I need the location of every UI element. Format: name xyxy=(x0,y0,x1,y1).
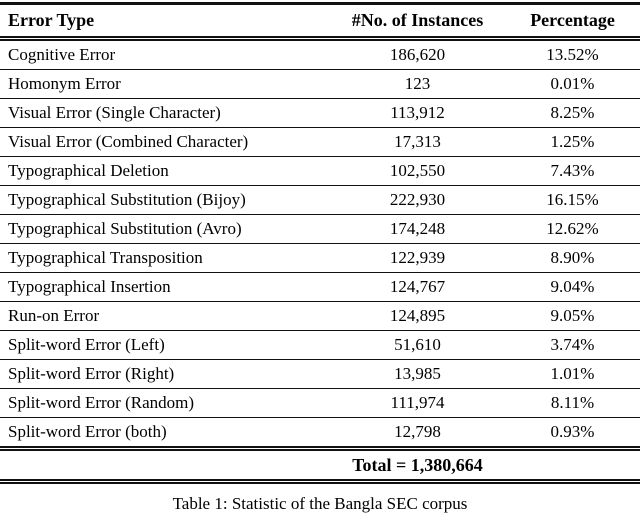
column-header-percentage: Percentage xyxy=(505,3,640,41)
total-value: Total = 1,380,664 xyxy=(330,448,505,484)
table-row: Split-word Error (Left) 51,610 3.74% xyxy=(0,330,640,360)
percentage-cell: 0.93% xyxy=(505,417,640,451)
instances-cell: 124,895 xyxy=(330,301,505,331)
error-type-cell: Split-word Error (both) xyxy=(0,417,330,451)
total-row: Total = 1,380,664 xyxy=(0,448,640,484)
error-type-cell: Split-word Error (Left) xyxy=(0,330,330,360)
percentage-cell: 12.62% xyxy=(505,214,640,244)
instances-cell: 124,767 xyxy=(330,272,505,302)
percentage-cell: 8.25% xyxy=(505,98,640,128)
table-row: Homonym Error 123 0.01% xyxy=(0,69,640,99)
instances-cell: 102,550 xyxy=(330,156,505,186)
percentage-cell: 0.01% xyxy=(505,69,640,99)
error-type-cell: Typographical Substitution (Avro) xyxy=(0,214,330,244)
percentage-cell: 1.01% xyxy=(505,359,640,389)
instances-cell: 51,610 xyxy=(330,330,505,360)
table-row: Run-on Error 124,895 9.05% xyxy=(0,301,640,331)
total-spacer-left xyxy=(0,448,330,484)
instances-cell: 174,248 xyxy=(330,214,505,244)
error-type-cell: Cognitive Error xyxy=(0,38,330,70)
error-type-cell: Typographical Deletion xyxy=(0,156,330,186)
column-header-instances: #No. of Instances xyxy=(330,3,505,41)
percentage-cell: 3.74% xyxy=(505,330,640,360)
table-row: Typographical Deletion 102,550 7.43% xyxy=(0,156,640,186)
percentage-cell: 13.52% xyxy=(505,38,640,70)
table-row: Split-word Error (Random) 111,974 8.11% xyxy=(0,388,640,418)
percentage-cell: 9.04% xyxy=(505,272,640,302)
table-row: Split-word Error (both) 12,798 0.93% xyxy=(0,417,640,451)
table-caption: Table 1: Statistic of the Bangla SEC cor… xyxy=(172,494,468,513)
error-type-cell: Homonym Error xyxy=(0,69,330,99)
instances-cell: 186,620 xyxy=(330,38,505,70)
percentage-cell: 8.90% xyxy=(505,243,640,273)
table-row: Visual Error (Single Character) 113,912 … xyxy=(0,98,640,128)
error-statistics-table: Error Type #No. of Instances Percentage … xyxy=(0,2,640,484)
instances-cell: 13,985 xyxy=(330,359,505,389)
header-row: Error Type #No. of Instances Percentage xyxy=(0,3,640,41)
error-type-cell: Typographical Insertion xyxy=(0,272,330,302)
percentage-cell: 1.25% xyxy=(505,127,640,157)
error-type-cell: Visual Error (Single Character) xyxy=(0,98,330,128)
error-type-cell: Split-word Error (Random) xyxy=(0,388,330,418)
table-row: Typographical Insertion 124,767 9.04% xyxy=(0,272,640,302)
percentage-cell: 16.15% xyxy=(505,185,640,215)
error-type-cell: Typographical Transposition xyxy=(0,243,330,273)
table-row: Typographical Substitution (Avro) 174,24… xyxy=(0,214,640,244)
instances-cell: 123 xyxy=(330,69,505,99)
column-header-error-type: Error Type xyxy=(0,3,330,41)
error-type-cell: Split-word Error (Right) xyxy=(0,359,330,389)
error-type-cell: Typographical Substitution (Bijoy) xyxy=(0,185,330,215)
instances-cell: 17,313 xyxy=(330,127,505,157)
table-body: Cognitive Error 186,620 13.52% Homonym E… xyxy=(0,38,640,484)
table-header: Error Type #No. of Instances Percentage xyxy=(0,3,640,41)
percentage-cell: 8.11% xyxy=(505,388,640,418)
table-row: Split-word Error (Right) 13,985 1.01% xyxy=(0,359,640,389)
table-row: Typographical Transposition 122,939 8.90… xyxy=(0,243,640,273)
table-row: Typographical Substitution (Bijoy) 222,9… xyxy=(0,185,640,215)
instances-cell: 122,939 xyxy=(330,243,505,273)
error-type-cell: Visual Error (Combined Character) xyxy=(0,127,330,157)
error-type-cell: Run-on Error xyxy=(0,301,330,331)
instances-cell: 111,974 xyxy=(330,388,505,418)
percentage-cell: 9.05% xyxy=(505,301,640,331)
table-row: Visual Error (Combined Character) 17,313… xyxy=(0,127,640,157)
percentage-cell: 7.43% xyxy=(505,156,640,186)
table-row: Cognitive Error 186,620 13.52% xyxy=(0,38,640,70)
instances-cell: 222,930 xyxy=(330,185,505,215)
instances-cell: 12,798 xyxy=(330,417,505,451)
instances-cell: 113,912 xyxy=(330,98,505,128)
total-spacer-right xyxy=(505,448,640,484)
